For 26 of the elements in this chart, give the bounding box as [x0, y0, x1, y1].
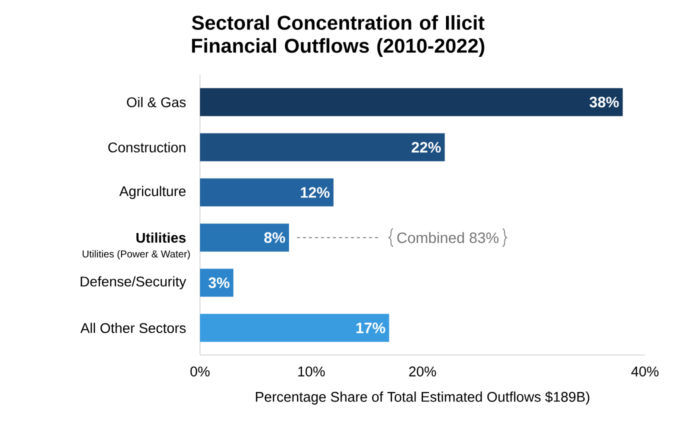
- bar: [200, 314, 390, 342]
- bar: [200, 88, 623, 116]
- text: Utilities (Power & Water): [82, 250, 190, 260]
- chart-title: Sectoral Concentration of Ilicit Financial Outflows (2010-2022): [192, 15, 484, 57]
- data-label: 38%: [590, 96, 619, 108]
- x-tick-label: 40%: [631, 366, 659, 376]
- y-tick-label: Oil & Gas: [126, 96, 186, 108]
- bar: [200, 133, 445, 162]
- data-label: 17%: [356, 322, 386, 334]
- bar: [200, 224, 290, 252]
- data-label: 22%: [412, 142, 441, 153]
- data-label: 3%: [208, 277, 230, 288]
- x-tick-label: 10%: [298, 366, 325, 376]
- y-tick-label: Utilities: [136, 232, 186, 243]
- data-label: 12%: [300, 187, 330, 198]
- x-tick-label: 0%: [190, 366, 210, 376]
- data-label: 8%: [264, 232, 286, 243]
- y-tick-label: Construction: [108, 142, 186, 152]
- y-tick-label: Agriculture: [119, 186, 186, 199]
- x-tick-label: 20%: [409, 366, 436, 376]
- x-axis-title: Percentage Share of Total Estimated Outflows $189B): [256, 391, 590, 405]
- y-tick-label: All Other Sectors: [80, 322, 186, 334]
- annotation: Combined 83%: [397, 232, 499, 244]
- bar: [200, 268, 234, 297]
- y-tick-label: Defense/Security: [80, 276, 186, 290]
- bar: [200, 178, 334, 206]
